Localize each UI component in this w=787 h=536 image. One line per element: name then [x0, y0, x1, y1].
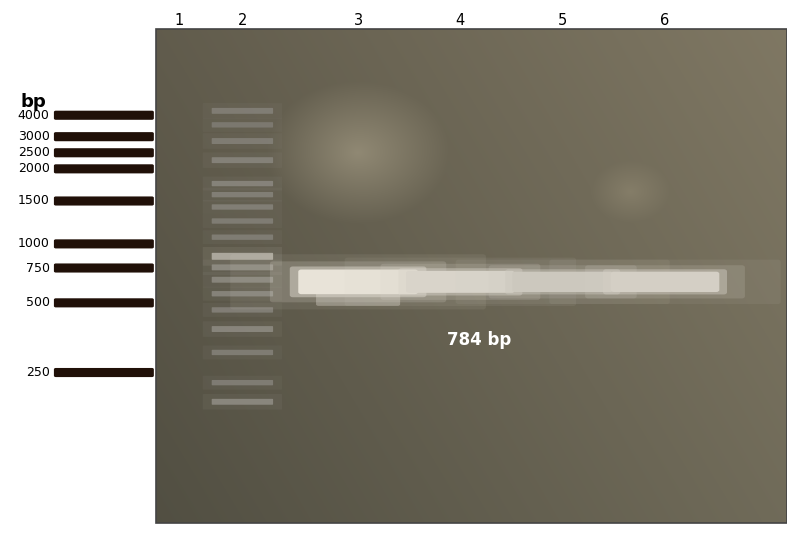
FancyBboxPatch shape: [203, 103, 282, 118]
Text: 500: 500: [26, 296, 50, 309]
FancyBboxPatch shape: [212, 204, 273, 210]
FancyBboxPatch shape: [212, 122, 273, 128]
Text: 3: 3: [353, 13, 363, 28]
Text: 4: 4: [456, 13, 465, 28]
FancyBboxPatch shape: [212, 380, 273, 385]
FancyBboxPatch shape: [290, 266, 427, 297]
FancyBboxPatch shape: [212, 181, 273, 187]
Text: 2500: 2500: [17, 146, 50, 159]
FancyBboxPatch shape: [212, 326, 273, 332]
FancyBboxPatch shape: [203, 118, 282, 132]
FancyBboxPatch shape: [212, 138, 273, 144]
FancyBboxPatch shape: [203, 287, 282, 301]
FancyBboxPatch shape: [380, 264, 540, 300]
FancyBboxPatch shape: [212, 235, 273, 240]
FancyBboxPatch shape: [586, 265, 745, 299]
FancyBboxPatch shape: [203, 247, 282, 266]
FancyBboxPatch shape: [298, 270, 418, 294]
FancyBboxPatch shape: [316, 288, 400, 306]
FancyBboxPatch shape: [203, 133, 282, 149]
FancyBboxPatch shape: [611, 272, 719, 292]
Text: 2000: 2000: [17, 162, 50, 175]
FancyBboxPatch shape: [345, 258, 576, 306]
FancyBboxPatch shape: [212, 253, 273, 260]
FancyBboxPatch shape: [212, 277, 273, 282]
FancyBboxPatch shape: [231, 254, 486, 309]
FancyBboxPatch shape: [54, 298, 154, 308]
FancyBboxPatch shape: [203, 152, 282, 168]
FancyBboxPatch shape: [54, 164, 154, 174]
FancyBboxPatch shape: [203, 321, 282, 337]
FancyBboxPatch shape: [456, 259, 670, 304]
FancyBboxPatch shape: [54, 196, 154, 206]
FancyBboxPatch shape: [270, 262, 446, 302]
Text: 6: 6: [660, 13, 670, 28]
FancyBboxPatch shape: [203, 176, 282, 191]
FancyBboxPatch shape: [203, 303, 282, 317]
FancyBboxPatch shape: [203, 259, 282, 275]
Text: 1: 1: [175, 13, 184, 28]
Text: 1000: 1000: [17, 237, 50, 250]
FancyBboxPatch shape: [203, 272, 282, 287]
FancyBboxPatch shape: [212, 291, 273, 296]
FancyBboxPatch shape: [212, 218, 273, 224]
FancyBboxPatch shape: [212, 157, 273, 163]
Text: 5: 5: [558, 13, 567, 28]
FancyBboxPatch shape: [212, 399, 273, 405]
Text: 250: 250: [26, 366, 50, 379]
FancyBboxPatch shape: [212, 350, 273, 355]
FancyBboxPatch shape: [203, 346, 282, 360]
FancyBboxPatch shape: [54, 110, 154, 120]
FancyBboxPatch shape: [212, 192, 273, 197]
FancyBboxPatch shape: [203, 394, 282, 410]
FancyBboxPatch shape: [505, 269, 620, 294]
FancyBboxPatch shape: [203, 230, 282, 244]
Text: bp: bp: [20, 93, 46, 111]
FancyBboxPatch shape: [203, 376, 282, 390]
FancyBboxPatch shape: [512, 272, 613, 292]
Text: 4000: 4000: [17, 109, 50, 122]
Text: 750: 750: [26, 262, 50, 274]
Text: 2: 2: [238, 13, 247, 28]
Text: 784 bp: 784 bp: [447, 331, 512, 349]
FancyBboxPatch shape: [54, 368, 154, 377]
FancyBboxPatch shape: [203, 214, 282, 228]
Text: 1500: 1500: [17, 195, 50, 207]
FancyBboxPatch shape: [603, 269, 727, 294]
FancyBboxPatch shape: [489, 265, 637, 299]
FancyBboxPatch shape: [549, 259, 781, 304]
FancyBboxPatch shape: [54, 264, 154, 272]
FancyBboxPatch shape: [54, 239, 154, 249]
FancyBboxPatch shape: [212, 264, 273, 270]
FancyBboxPatch shape: [54, 148, 154, 158]
FancyBboxPatch shape: [398, 268, 523, 295]
FancyBboxPatch shape: [203, 188, 282, 202]
FancyBboxPatch shape: [54, 132, 154, 141]
FancyBboxPatch shape: [203, 200, 282, 214]
FancyBboxPatch shape: [212, 108, 273, 114]
Bar: [156, 29, 787, 523]
FancyBboxPatch shape: [406, 271, 515, 293]
FancyBboxPatch shape: [212, 307, 273, 312]
Text: 3000: 3000: [17, 130, 50, 143]
